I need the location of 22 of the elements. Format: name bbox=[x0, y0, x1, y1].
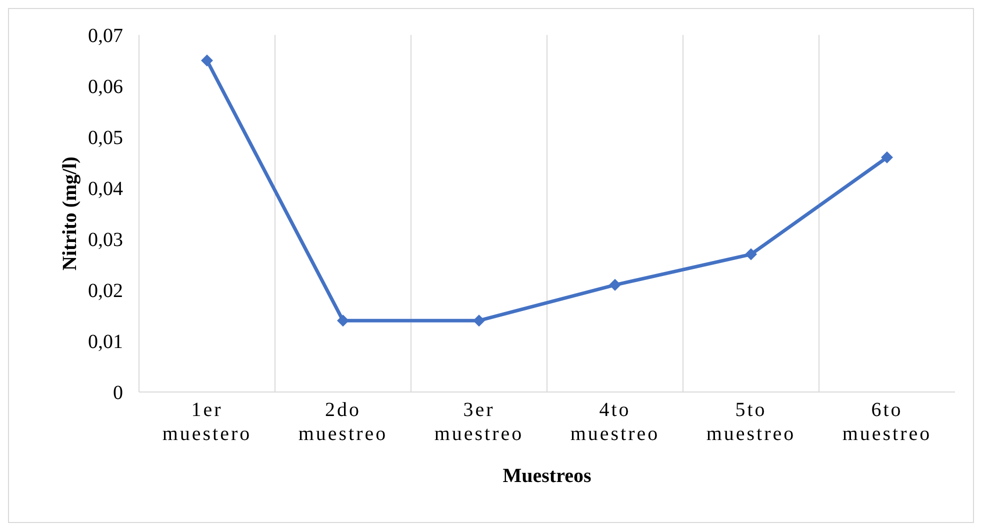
point bbox=[337, 314, 349, 327]
y-tick-label: 0,02 bbox=[88, 280, 123, 302]
y-tick-label: 0,03 bbox=[88, 229, 123, 252]
point bbox=[473, 314, 485, 327]
x-axis-title: Muestreos bbox=[502, 465, 592, 487]
x-tick-label: 1er muestero bbox=[162, 399, 252, 445]
x-tick-label: 6to muestreo bbox=[842, 399, 932, 445]
y-tick-label: 0,04 bbox=[88, 178, 123, 200]
y-axis-title: Nitrito (mg/l) bbox=[59, 156, 82, 270]
y-tick-label: 0,01 bbox=[88, 331, 123, 354]
x-tick-label: 3er muestreo bbox=[434, 399, 524, 445]
y-tick-label: 0,07 bbox=[88, 25, 123, 48]
y-tick-label: 0,06 bbox=[88, 76, 123, 98]
y-tick-label: 0,05 bbox=[88, 127, 123, 150]
point bbox=[881, 151, 893, 164]
y-tick-label: 0 bbox=[113, 382, 123, 404]
x-tick-label: 4to muestreo bbox=[570, 399, 660, 445]
point bbox=[745, 248, 757, 260]
x-tick-label: 5to muestreo bbox=[706, 399, 796, 445]
point bbox=[609, 278, 621, 291]
point bbox=[201, 54, 213, 66]
x-tick-label: 2do muestreo bbox=[298, 399, 388, 445]
